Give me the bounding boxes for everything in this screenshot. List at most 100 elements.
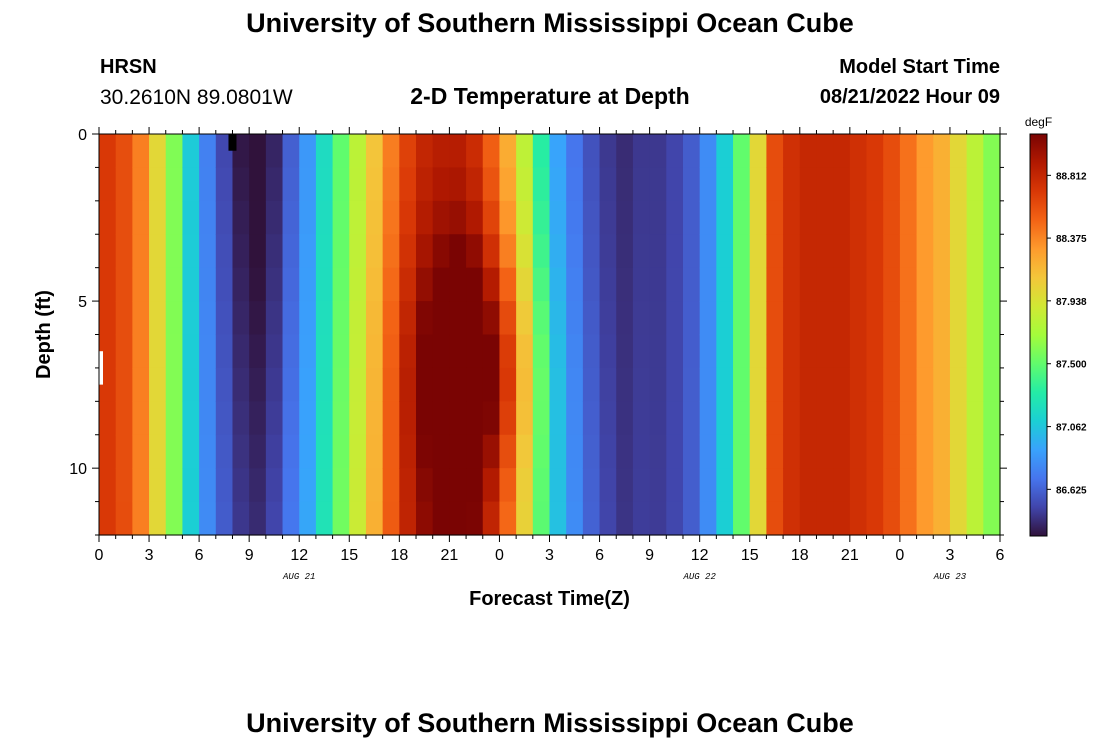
heatmap-cell [249,434,267,469]
heatmap-cell [299,468,317,503]
x-tick-label: 18 [390,547,408,564]
heatmap-cell [199,301,217,336]
heatmap-cell [783,134,801,169]
heatmap-cell [649,267,667,302]
heatmap-cell [883,367,901,402]
heatmap-cell [816,167,834,202]
heatmap-cell [549,200,567,235]
heatmap-cell [699,401,717,436]
heatmap-cell [115,200,133,235]
heatmap-cell [149,167,167,202]
heatmap-cell [599,334,617,369]
heatmap-cell [632,234,651,269]
heatmap-cell [132,334,150,369]
heatmap-cell [165,234,184,269]
heatmap-cell [132,234,150,269]
heatmap-cell [899,468,918,503]
heatmap-cell [432,434,450,469]
heatmap-cell [566,167,584,202]
heatmap-cell [666,134,684,169]
heatmap-cell [883,200,901,235]
heatmap-cell [749,167,768,202]
heatmap-cell [365,167,384,202]
heatmap-cell [716,434,734,469]
heatmap-cell [799,200,818,235]
x-tick-label: 9 [645,547,654,564]
colorbar-tick-label: 87.938 [1056,297,1087,308]
heatmap-cell [516,200,534,235]
heatmap-cell [416,401,434,436]
heatmap-cell [349,334,367,369]
heatmap-cell [833,334,851,369]
heatmap-cell [749,367,768,402]
heatmap-cell [616,200,634,235]
x-axis: 0 3 6 9 12 15 18 21 0 3 6 9 12 15 18 21 0 3 6 AUG 21 AUG 22 A… [95,127,1005,582]
heatmap-cell [966,501,984,536]
heatmap-cell [399,234,417,269]
heatmap-cell [866,367,884,402]
heatmap-cell [99,401,117,436]
heatmap-cell [499,234,517,269]
heatmap-cell [382,200,400,235]
heatmap-cell [165,501,184,536]
heatmap-cell [332,234,350,269]
heatmap-cell [849,434,868,469]
heatmap-cell [966,334,984,369]
heatmap-cell [632,367,651,402]
heatmap-cell [349,134,367,169]
heatmap-cell [516,501,534,536]
heatmap-cell [799,434,818,469]
heatmap-cell [833,167,851,202]
heatmap-cell [833,434,851,469]
heatmap-cell [716,234,734,269]
heatmap-cell [165,468,184,503]
heatmap-cell [215,167,234,202]
heatmap-cell [699,301,717,336]
heatmap-cell [299,234,317,269]
heatmap-cell [566,267,584,302]
heatmap-cell [449,200,467,235]
heatmap-cell [966,468,984,503]
heatmap-cell [399,468,417,503]
heatmap-cell [716,401,734,436]
heatmap-cell [933,434,951,469]
heatmap-cell [499,200,517,235]
heatmap-cell [215,401,234,436]
heatmap-cell [766,267,784,302]
heatmap-cell [432,501,450,536]
heatmap-cell [499,167,517,202]
heatmap-cell [115,434,133,469]
heatmap-cell [883,501,901,536]
heatmap-cell [666,234,684,269]
heatmap-cell [249,200,267,235]
heatmap-cell [532,301,551,336]
heatmap-cell [916,367,934,402]
heatmap-cell [416,134,434,169]
heatmap-cell [232,167,250,202]
heatmap-cell [215,434,234,469]
heatmap-cell [299,167,317,202]
heatmap-cell [432,234,450,269]
heatmap-cell [516,234,534,269]
heatmap-cell [365,134,384,169]
heatmap-cell [549,468,567,503]
heatmap-cell [149,434,167,469]
heatmap-cell [682,501,701,536]
heatmap-cell [833,267,851,302]
heatmap-cell [749,200,768,235]
heatmap-cell [716,267,734,302]
heatmap-cell [682,367,701,402]
y-axis: 0 5 10 [69,127,1007,536]
heatmap-cell [382,167,400,202]
footer-title: University of Southern Mississippi Ocean… [246,708,854,738]
heatmap-cell [699,234,717,269]
heatmap-cell [949,234,968,269]
heatmap-cell [399,367,417,402]
heatmap-cell [115,301,133,336]
station-coordinates: 30.2610N 89.0801W [100,86,293,109]
heatmap-cell [632,267,651,302]
heatmap-cell [532,401,551,436]
heatmap-cell [949,401,968,436]
heatmap-cell [165,367,184,402]
heatmap-cell [649,200,667,235]
